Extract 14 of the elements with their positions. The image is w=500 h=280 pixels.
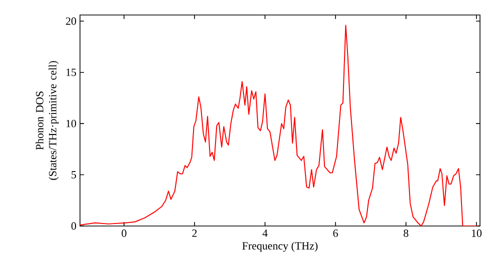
y-axis-title: Phonon DOS (States/THz·primitive cell) [36,61,59,180]
y-tick-label: 10 [66,120,76,128]
x-tick-label: 6 [333,230,338,237]
y-tick-label: 20 [66,17,76,25]
y-tick-label: 5 [72,171,76,178]
x-tick-label: 10 [472,230,482,237]
line-series [80,24,478,226]
x-axis-title: Frequency (THz) [242,242,318,252]
x-tick-label: 2 [192,230,197,237]
x-tick-label: 8 [404,230,408,237]
y-tick-label: 15 [66,68,76,76]
x-tick-label: 0 [122,230,126,237]
y-tick-label: 0 [71,222,76,230]
x-tick-label: 4 [262,230,268,237]
